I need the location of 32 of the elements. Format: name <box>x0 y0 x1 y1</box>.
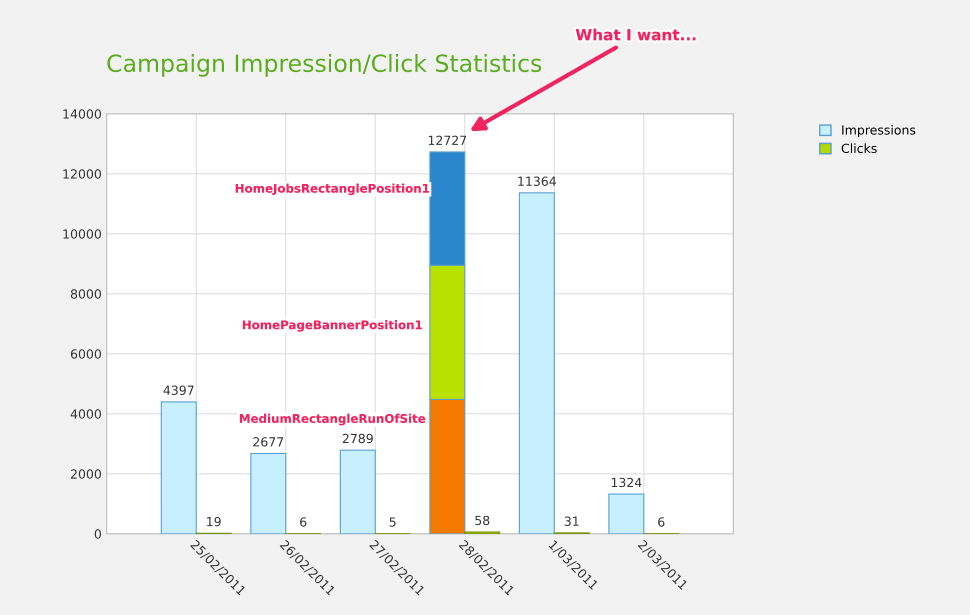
annotation: HomePageBannerPosition1 <box>242 320 422 332</box>
y-tick-label: 0 <box>94 529 102 539</box>
bar <box>340 450 376 534</box>
data-label: 4397 <box>163 386 194 395</box>
data-label: 11364 <box>518 176 556 186</box>
bar <box>250 452 286 534</box>
data-label: 6 <box>658 517 664 527</box>
text: What I want... <box>576 28 696 40</box>
y-tick-label: 4000 <box>70 409 102 419</box>
bar <box>160 401 197 534</box>
data-label: 6 <box>300 517 306 527</box>
annotation: 12727 <box>428 136 466 145</box>
y-tick-label: 6000 <box>70 349 102 359</box>
y-tick-label: 2000 <box>70 469 102 479</box>
annotation: MediumRectangleRunOfSite <box>240 414 426 426</box>
y-tick-label: 8000 <box>70 289 102 299</box>
data-label: 2677 <box>253 437 284 447</box>
legend-label: Clicks <box>842 143 877 154</box>
data-label: 31 <box>564 516 579 526</box>
bar <box>518 192 555 534</box>
data-label: 58 <box>475 516 490 526</box>
y-tick-label: 12000 <box>63 169 102 179</box>
y-tick-label: 14000 <box>63 109 102 119</box>
annotation: HomeJobsRectanglePosition1 <box>236 184 430 196</box>
data-label: 2789 <box>342 434 373 444</box>
chart-title: Campaign Impression/Click Statistics <box>107 54 542 77</box>
y-tick-label: 10000 <box>63 229 102 239</box>
data-label: 1324 <box>612 478 642 488</box>
data-label: 19 <box>207 516 221 526</box>
bar <box>608 494 644 534</box>
data-label: 5 <box>390 517 396 527</box>
legend-label: Impressions <box>842 125 916 138</box>
